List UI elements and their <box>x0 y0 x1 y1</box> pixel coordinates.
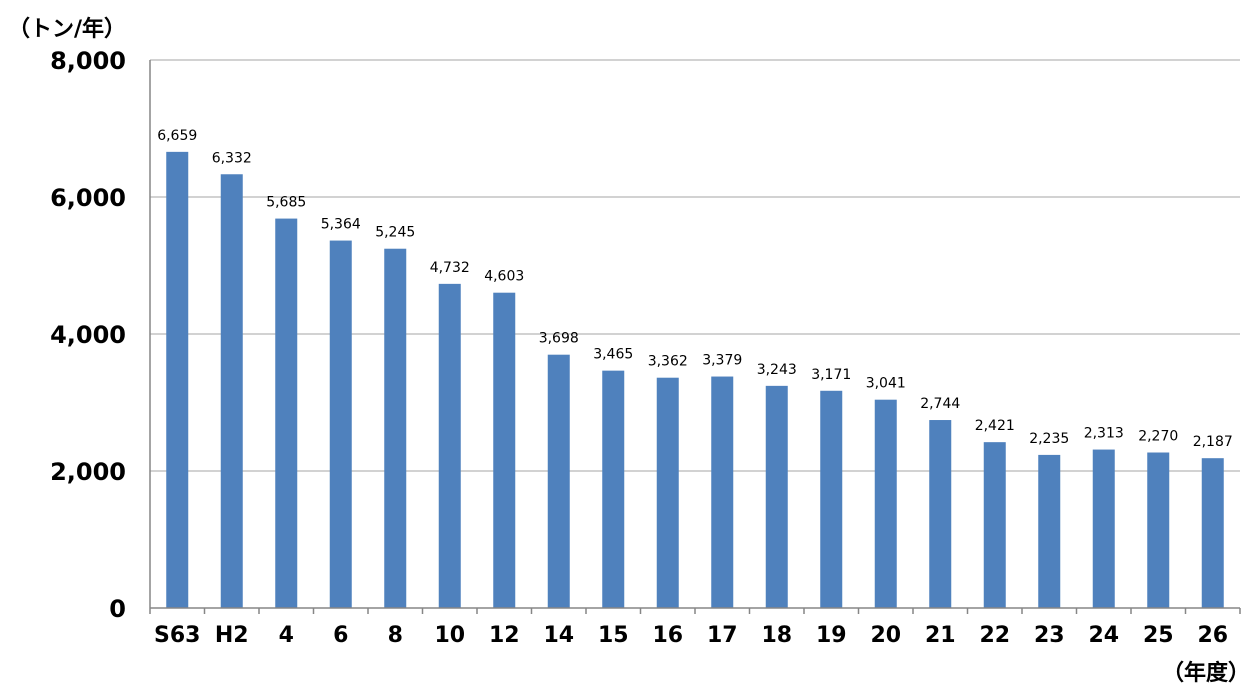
bars <box>166 151 1224 609</box>
bar <box>656 377 679 608</box>
data-label: 3,362 <box>648 354 688 370</box>
bar <box>1092 449 1115 608</box>
bar <box>275 218 298 608</box>
bar <box>874 399 897 608</box>
category-label: 4 <box>279 623 294 648</box>
data-label: 3,243 <box>757 362 797 378</box>
bar <box>820 390 843 608</box>
category-label: 19 <box>816 623 847 648</box>
category-label: 22 <box>979 623 1010 648</box>
gridlines <box>150 59 1240 472</box>
category-label: 24 <box>1088 623 1119 648</box>
y-axis-unit-label: （トン/年） <box>8 16 126 42</box>
category-label: 17 <box>707 623 738 648</box>
y-tick-label: 4,000 <box>50 321 126 349</box>
bar <box>711 376 734 608</box>
y-tick-label: 6,000 <box>50 184 126 212</box>
category-label: 6 <box>333 623 348 648</box>
data-label: 3,379 <box>702 353 742 369</box>
bar <box>1147 452 1170 608</box>
y-tick-label: 2,000 <box>50 458 126 486</box>
bar <box>983 442 1006 608</box>
bar <box>929 420 952 608</box>
data-label: 6,332 <box>212 150 252 166</box>
data-label: 2,270 <box>1138 429 1178 445</box>
category-label: 14 <box>543 623 574 648</box>
data-label: 5,364 <box>321 217 361 233</box>
data-label: 2,421 <box>975 418 1015 434</box>
bar <box>547 354 570 608</box>
bar <box>493 292 516 608</box>
x-axis-unit-label: （年度） <box>1162 660 1250 686</box>
category-label: 12 <box>489 623 520 648</box>
data-label: 3,698 <box>539 331 579 347</box>
data-label: 5,245 <box>375 225 415 241</box>
data-label: 4,732 <box>430 260 470 276</box>
data-label: 4,603 <box>484 269 524 285</box>
bar <box>765 385 788 608</box>
data-label: 2,313 <box>1084 426 1124 442</box>
category-label: S63 <box>154 623 200 648</box>
y-tick-label: 8,000 <box>50 47 126 75</box>
category-labels: S63 H2 4 6 8 10 12 14 15 16 17 18 19 20 21 22 23 24 25 26 <box>154 623 1228 648</box>
data-label: 6,659 <box>157 128 197 144</box>
bar <box>384 248 407 608</box>
category-label: H2 <box>215 623 249 648</box>
bar <box>1038 454 1061 608</box>
data-label: 3,171 <box>811 367 851 383</box>
category-label: 26 <box>1197 623 1228 648</box>
bar <box>602 370 625 608</box>
category-label: 16 <box>652 623 683 648</box>
bar <box>329 240 352 609</box>
category-label: 10 <box>434 623 465 648</box>
data-label: 2,187 <box>1193 434 1233 450</box>
category-label: 20 <box>870 623 901 648</box>
bar <box>166 151 189 608</box>
category-label: 8 <box>388 623 403 648</box>
data-label: 2,744 <box>920 396 960 412</box>
data-label: 3,041 <box>866 376 906 392</box>
x-axis <box>149 60 1241 614</box>
data-label: 3,465 <box>593 347 633 363</box>
bar <box>220 174 243 608</box>
category-label: 18 <box>761 623 792 648</box>
category-label: 15 <box>598 623 629 648</box>
y-axis-ticks: 0 2,000 4,000 6,000 8,000 <box>50 47 126 623</box>
bar <box>438 283 461 608</box>
category-label: 21 <box>925 623 956 648</box>
bar <box>1201 458 1224 608</box>
data-label: 2,235 <box>1029 431 1069 447</box>
category-label: 25 <box>1143 623 1174 648</box>
y-tick-label: 0 <box>109 595 126 623</box>
data-label: 5,685 <box>266 195 306 211</box>
category-label: 23 <box>1034 623 1065 648</box>
data-labels: 6,659 6,332 5,685 5,364 5,245 4,732 4,603 3,698… <box>157 128 1233 450</box>
